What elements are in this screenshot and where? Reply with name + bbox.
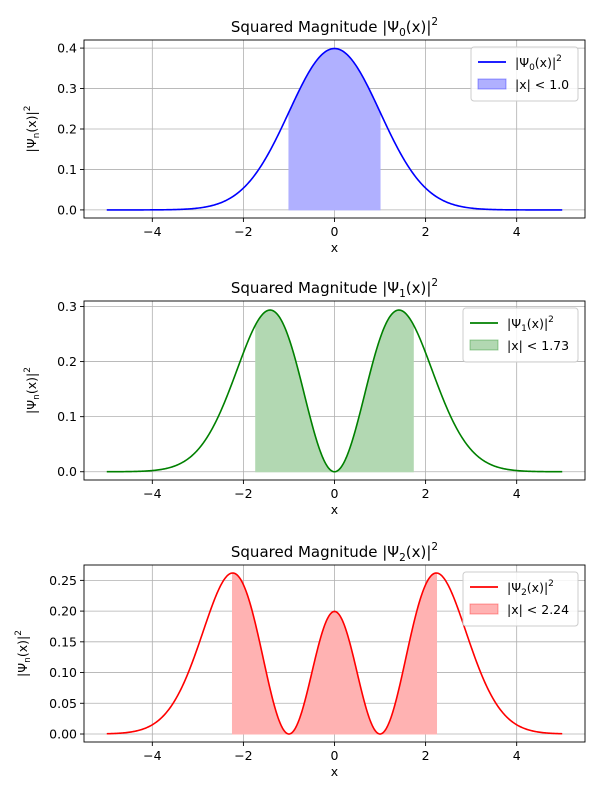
legend-entry-fill: |x| < 1.73 bbox=[507, 338, 569, 353]
legend-entry-fill: |x| < 1.0 bbox=[515, 77, 569, 92]
x-tick-label: 4 bbox=[513, 224, 521, 239]
y-tick-label: 0.2 bbox=[57, 122, 77, 137]
x-tick-label: 0 bbox=[331, 748, 339, 763]
x-tick-label: −4 bbox=[143, 486, 161, 501]
x-tick-label: −4 bbox=[143, 748, 161, 763]
subplot-3: −4 −2 0 2 4 0.00 0.05 0.10 0.15 0.20 0.25 Squared M… bbox=[14, 541, 586, 779]
legend-entry-curve: |Ψ1(x)|2 bbox=[507, 315, 554, 334]
x-tick-label: 0 bbox=[331, 224, 339, 239]
y-tick-label: 0.1 bbox=[57, 409, 77, 424]
x-tick-label: 4 bbox=[513, 748, 521, 763]
x-tick-label: 2 bbox=[422, 224, 430, 239]
x-tick-label: 0 bbox=[331, 486, 339, 501]
x-axis-label: x bbox=[331, 764, 338, 779]
series-line bbox=[106, 572, 563, 735]
x-tick-label: −4 bbox=[143, 224, 161, 239]
x-axis-label: x bbox=[331, 502, 338, 517]
y-axis-label: |Ψn(x)|2 bbox=[23, 106, 42, 153]
y-tick-label: 0.00 bbox=[49, 727, 77, 742]
y-axis-label: |Ψn(x)|2 bbox=[23, 367, 42, 414]
x-tick-label: 2 bbox=[422, 486, 430, 501]
y-tick-label: 0.05 bbox=[49, 696, 77, 711]
y-tick-label: 0.4 bbox=[57, 41, 77, 56]
chart-title: Squared Magnitude |Ψ2(x)|2 bbox=[231, 541, 438, 564]
legend-patch-swatch bbox=[469, 603, 499, 615]
subplot-2: −4 −2 0 2 4 0.0 0.1 0.2 0.3 Squared Magnitude |Ψ1… bbox=[23, 277, 586, 517]
legend: |Ψ1(x)|2 |x| < 1.73 bbox=[462, 307, 579, 363]
y-tick-label: 0.2 bbox=[57, 354, 77, 369]
x-tick-label: 2 bbox=[422, 748, 430, 763]
y-tick-label: 0.10 bbox=[49, 665, 77, 680]
x-tick-label: −2 bbox=[234, 748, 252, 763]
legend-patch-swatch bbox=[477, 78, 507, 90]
legend: |Ψ0(x)|2 |x| < 1.0 bbox=[470, 46, 579, 102]
legend-patch-swatch bbox=[469, 339, 499, 351]
y-tick-label: 0.1 bbox=[57, 162, 77, 177]
y-tick-label: 0.3 bbox=[57, 299, 77, 314]
legend-entry-curve: |Ψ0(x)|2 bbox=[515, 54, 562, 73]
series-line bbox=[106, 47, 563, 211]
y-tick-label: 0.15 bbox=[49, 634, 77, 649]
legend-entry-curve: |Ψ2(x)|2 bbox=[507, 579, 554, 598]
x-axis-label: x bbox=[331, 240, 338, 255]
chart-title: Squared Magnitude |Ψ0(x)|2 bbox=[231, 16, 438, 39]
x-tick-label: −2 bbox=[234, 224, 252, 239]
x-tick-label: −2 bbox=[234, 486, 252, 501]
y-tick-label: 0.0 bbox=[57, 464, 77, 479]
y-axis-label: |Ψn(x)|2 bbox=[14, 630, 33, 677]
chart-title: Squared Magnitude |Ψ1(x)|2 bbox=[231, 277, 438, 300]
y-tick-label: 0.0 bbox=[57, 202, 77, 217]
subplot-1: −4 −2 0 2 4 0.0 0.1 0.2 0.3 0.4 Squared Magnitude … bbox=[23, 16, 586, 255]
x-tick-label: 4 bbox=[513, 486, 521, 501]
legend: |Ψ2(x)|2 |x| < 2.24 bbox=[462, 571, 579, 627]
y-tick-label: 0.3 bbox=[57, 81, 77, 96]
subplots-container: −4 −2 0 2 4 0.0 0.1 0.2 0.3 0.4 Squared Magnitude … bbox=[14, 16, 586, 779]
legend-entry-fill: |x| < 2.24 bbox=[507, 602, 569, 617]
y-tick-label: 0.25 bbox=[49, 573, 77, 588]
series-line bbox=[106, 309, 563, 473]
y-tick-label: 0.20 bbox=[49, 604, 77, 619]
